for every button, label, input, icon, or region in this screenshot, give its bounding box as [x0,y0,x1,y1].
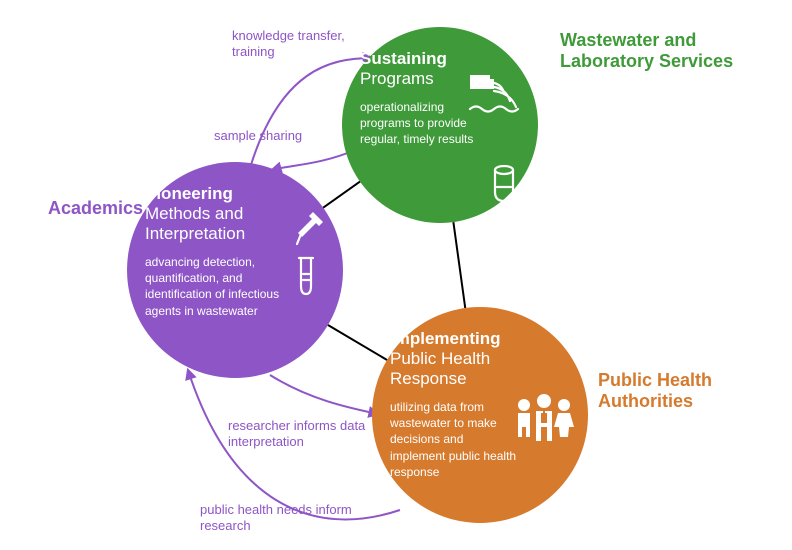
node-academics-title-strong: Pioneering [145,184,233,203]
node-public-health: Implementing Public Health Response util… [372,307,588,523]
edge-label-knowledge-transfer: knowledge transfer, training [232,28,382,61]
node-academics: Pioneering Methods and Interpretation ad… [127,162,343,378]
category-label-public-health: Public Health Authorities [598,370,778,412]
node-ph-desc: utilizing data from wastewater to make d… [390,399,520,480]
node-lab-title-light: Programs [360,69,434,88]
vial-icon [490,165,518,205]
pipette-icon [283,210,329,300]
edge-label-sample-sharing: sample sharing [214,128,334,144]
node-academics-title-light: Methods and Interpretation [145,204,245,243]
category-label-lab: Wastewater and Laboratory Services [560,30,780,72]
node-lab-desc: operationalizing programs to provide reg… [360,99,480,148]
node-ph-title-light: Public Health Response [390,349,490,388]
edge-label-public-health-needs: public health needs inform research [200,502,380,535]
node-ph-title-strong: Implementing [390,329,501,348]
diagram-canvas: Pioneering Methods and Interpretation ad… [0,0,792,550]
people-group-icon [510,391,578,451]
node-academics-desc: advancing detection, quantification, and… [145,254,285,319]
edge-label-researcher-informs: researcher informs data interpretation [228,418,388,451]
wastewater-outflow-icon [468,73,526,117]
category-label-academics: Academics [48,198,143,219]
